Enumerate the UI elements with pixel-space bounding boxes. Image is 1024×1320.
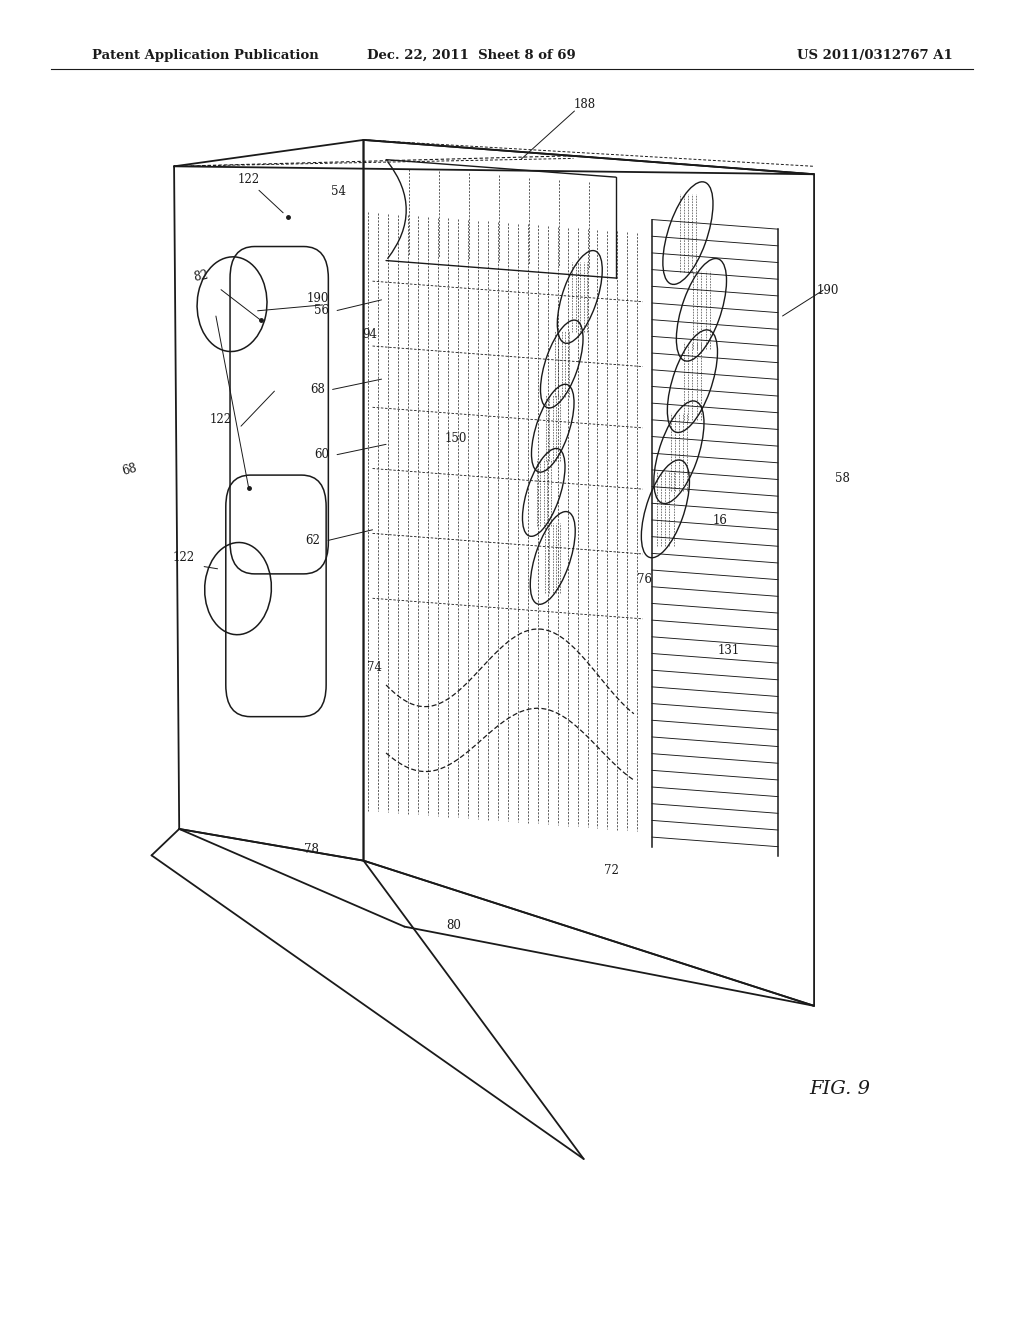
Text: 131: 131 (718, 644, 740, 657)
Text: 122: 122 (210, 413, 231, 426)
Text: 58: 58 (835, 471, 850, 484)
Text: 80: 80 (446, 919, 461, 932)
Text: FIG. 9: FIG. 9 (809, 1080, 870, 1098)
Text: 56: 56 (314, 304, 330, 317)
Text: 68: 68 (121, 462, 138, 478)
Text: 82: 82 (193, 269, 209, 284)
Text: 190: 190 (817, 284, 840, 297)
Text: 76: 76 (637, 573, 651, 586)
Text: 122: 122 (238, 173, 260, 186)
Text: 94: 94 (361, 329, 377, 341)
Text: 150: 150 (444, 432, 467, 445)
Text: 68: 68 (310, 383, 325, 396)
Text: 122: 122 (173, 550, 195, 564)
Text: 78: 78 (304, 843, 318, 857)
Text: 16: 16 (713, 513, 727, 527)
Text: US 2011/0312767 A1: US 2011/0312767 A1 (797, 49, 952, 62)
Text: 188: 188 (573, 98, 596, 111)
Text: 60: 60 (314, 447, 330, 461)
Text: Dec. 22, 2011  Sheet 8 of 69: Dec. 22, 2011 Sheet 8 of 69 (367, 49, 575, 62)
Text: 190: 190 (306, 292, 329, 305)
Text: 72: 72 (604, 865, 618, 876)
Text: 62: 62 (305, 533, 321, 546)
Text: Patent Application Publication: Patent Application Publication (92, 49, 318, 62)
Text: 74: 74 (367, 661, 382, 673)
Text: 54: 54 (331, 185, 346, 198)
